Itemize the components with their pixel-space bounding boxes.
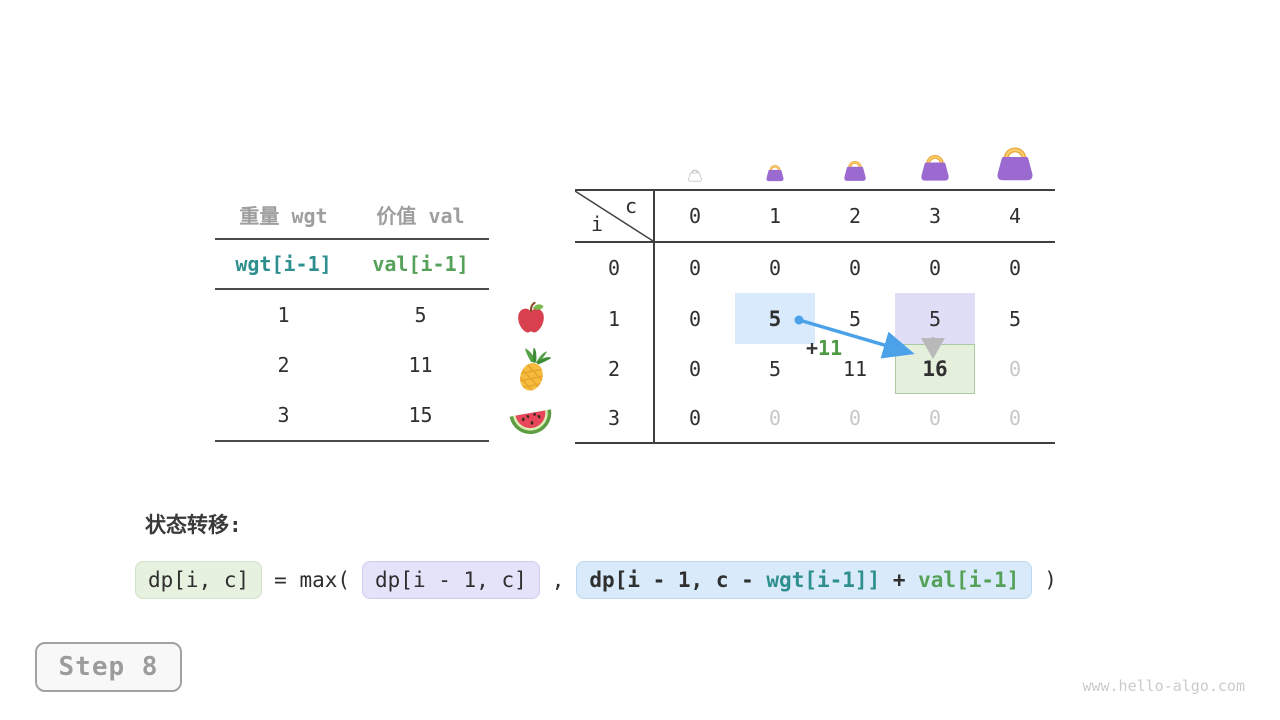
dp-cell-1-4: 5 (1008, 306, 1022, 331)
dp-cell-2-3-target-highlight: 16 (895, 344, 975, 394)
handbag-icon-small (735, 162, 815, 182)
val-index-label: val[i-1] (372, 252, 469, 276)
handbag-icon-xlarge (975, 141, 1055, 182)
items-table: 重量 wgt 价值 val wgt[i-1] val[i-1] 1 5 2 11… (215, 190, 489, 442)
weight-header: 重量 wgt (239, 203, 328, 228)
formula-close-paren: ) (1044, 568, 1057, 592)
table-row: 1 5 (215, 290, 489, 340)
dp-cell-0-3: 0 (928, 256, 942, 280)
dp-cell-2-0: 0 (688, 357, 702, 381)
dp-cell-3-2: 0 (848, 406, 862, 430)
arg2-dp-part: dp[i - 1, c - (589, 568, 767, 592)
dp-cell-3-1: 0 (768, 406, 782, 430)
col-var-label: c (624, 194, 637, 218)
corner-diagonal-line (575, 191, 653, 241)
dp-cell-0-2: 0 (848, 256, 862, 280)
dp-cell-3-0: 0 (688, 406, 702, 430)
formula-arg2: dp[i - 1, c - wgt[i-1]] + val[i-1] (576, 561, 1033, 599)
state-transition-formula: dp[i, c] = max( dp[i - 1, c] , dp[i - 1,… (135, 561, 1057, 599)
dp-col-label-4: 4 (975, 191, 1055, 243)
wgt-index-label: wgt[i-1] (235, 252, 332, 276)
capacity-bags-row (655, 128, 1055, 182)
dp-col-label-3: 3 (895, 191, 975, 243)
dp-col-label-2: 2 (815, 191, 895, 243)
dp-row-label-0: 0 (575, 243, 655, 293)
handbag-icon-medium (815, 157, 895, 182)
step-badge: Step 8 (35, 642, 182, 692)
dp-cell-1-3-alt-highlight: 5 (895, 293, 975, 344)
table-row: 3 15 (215, 390, 489, 440)
arg2-wgt-part: wgt[i-1]] (766, 568, 881, 592)
dp-cell-0-4: 0 (1008, 256, 1022, 280)
formula-arg1: dp[i - 1, c] (362, 561, 540, 599)
dp-cell-2-1: 5 (768, 357, 782, 381)
handbag-icon-large (895, 150, 975, 182)
table-row: 2 11 (215, 340, 489, 390)
pineapple-icon (513, 347, 553, 396)
dp-cell-1-1-source-highlight: 5 (735, 293, 815, 344)
dp-cell-2-2: 11 (842, 357, 868, 381)
item-2-value: 11 (408, 353, 433, 377)
empty-bag-icon (655, 167, 735, 182)
dp-corner-cell: c i (575, 191, 655, 243)
arg2-val-part: val[i-1] (918, 568, 1020, 592)
item-3-weight: 3 (277, 403, 290, 427)
formula-lhs: dp[i, c] (135, 561, 263, 599)
formula-comma: , (551, 568, 565, 592)
dp-table: c i 0 1 2 3 4 0 0 0 0 0 0 1 0 5 5 5 5 2 … (575, 189, 1055, 444)
site-watermark: www.hello-algo.com (1082, 677, 1245, 695)
dp-col-label-0: 0 (655, 191, 735, 243)
formula-operator: = max( (274, 568, 351, 592)
arg2-plus-part: + (880, 568, 919, 592)
state-transition-heading: 状态转移: (145, 513, 242, 537)
dp-cell-1-0: 0 (688, 306, 702, 331)
step-label: Step 8 (58, 652, 159, 682)
dp-cell-0-1: 0 (768, 256, 782, 280)
added-value: 11 (818, 336, 843, 360)
item-1-weight: 1 (277, 303, 290, 327)
value-header: 价值 val (376, 203, 465, 228)
plus-sign: + (806, 336, 819, 360)
items-table-index-row: wgt[i-1] val[i-1] (215, 240, 489, 290)
dp-col-label-1: 1 (735, 191, 815, 243)
add-value-annotation: +11 (806, 336, 842, 360)
dp-row-label-3: 3 (575, 394, 655, 442)
dp-cell-0-0: 0 (688, 256, 702, 280)
row-var-label: i (591, 212, 604, 236)
dp-cell-3-3: 0 (928, 406, 942, 430)
items-table-header: 重量 wgt 价值 val (215, 190, 489, 240)
dp-row-label-2: 2 (575, 344, 655, 394)
watermelon-icon (507, 403, 555, 443)
apple-icon (515, 301, 547, 339)
dp-row-label-1: 1 (575, 293, 655, 344)
dp-cell-2-4: 0 (1008, 357, 1022, 381)
item-3-value: 15 (408, 403, 433, 427)
item-2-weight: 2 (277, 353, 290, 377)
dp-cell-3-4: 0 (1008, 406, 1022, 430)
item-1-value: 5 (414, 303, 427, 327)
